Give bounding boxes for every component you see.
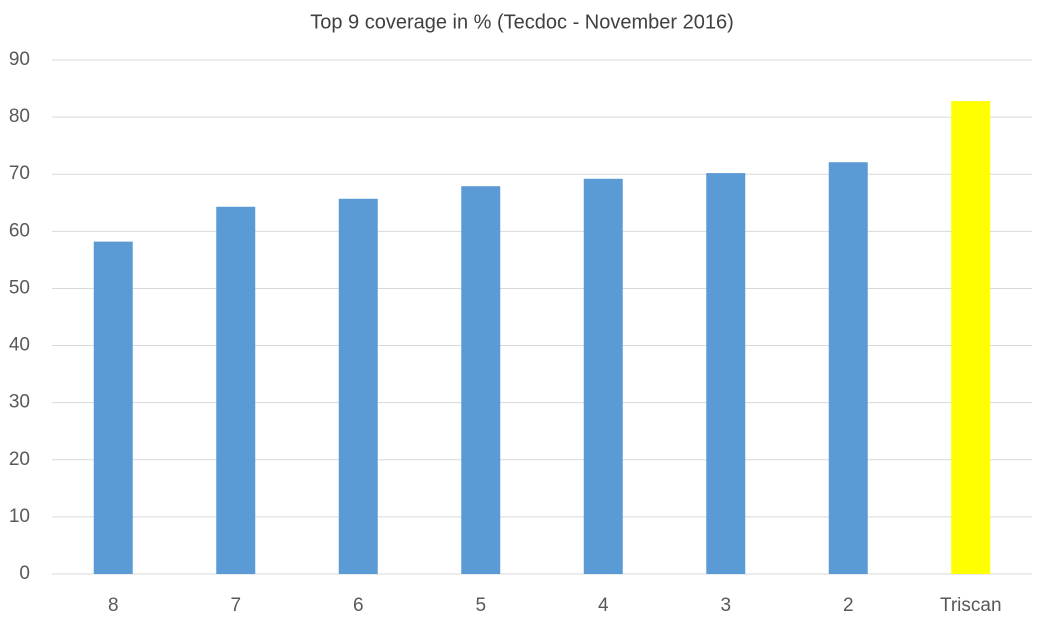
y-tick-label: 50 [9,277,30,298]
y-tick-label: 80 [9,106,30,127]
y-tick-label: 70 [9,163,30,184]
x-tick-label: Triscan [940,595,1002,616]
y-tick-label: 90 [9,49,30,70]
x-tick-label: 3 [720,595,731,616]
y-tick-label: 40 [9,335,30,356]
bar [583,178,623,574]
x-tick-label: 7 [230,595,241,616]
x-tick-label: 8 [108,595,119,616]
bar [216,206,256,574]
y-tick-label: 60 [9,220,30,241]
x-tick-label: 5 [475,595,486,616]
y-tick-label: 30 [9,392,30,413]
bar [93,241,133,574]
bar [828,162,868,574]
bar [951,101,991,575]
x-tick-label: 6 [353,595,364,616]
chart-title: Top 9 coverage in % (Tecdoc - November 2… [310,11,734,33]
x-tick-label: 2 [843,595,854,616]
bar [461,186,501,574]
y-tick-label: 0 [19,563,30,584]
x-tick-label: 4 [598,595,609,616]
y-tick-label: 10 [9,506,30,527]
bar [706,173,746,574]
y-tick-label: 20 [9,449,30,470]
bar [338,198,378,574]
